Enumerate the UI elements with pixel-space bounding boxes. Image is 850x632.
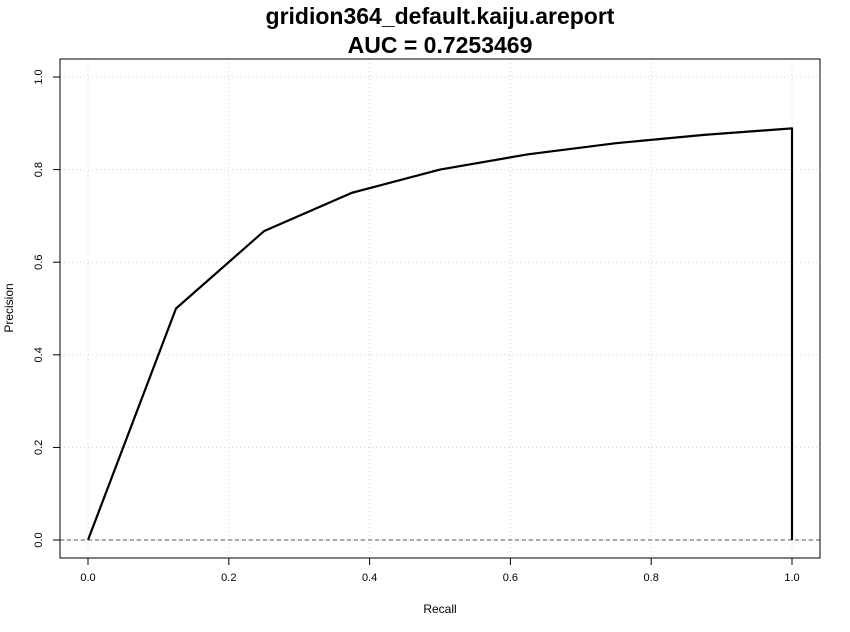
series-group	[86, 127, 794, 541]
x-tick-label: 0.0	[80, 572, 95, 584]
x-tick-label: 0.2	[221, 572, 236, 584]
x-tick-label: 0.4	[362, 572, 377, 584]
x-axis: 0.0 0.2 0.4 0.6 0.8 1.0	[80, 557, 800, 584]
chart-subtitle: AUC = 0.7253469	[348, 32, 533, 58]
series-line	[86, 127, 794, 541]
y-axis: 0.0 0.2 0.4 0.6 0.8 1.0	[33, 69, 61, 548]
x-tick-label: 0.6	[503, 572, 518, 584]
y-tick-label: 0.4	[33, 347, 45, 362]
y-tick-label: 0.8	[33, 162, 45, 177]
y-tick-label: 0.6	[33, 255, 45, 270]
y-axis-label: Precision	[2, 283, 16, 332]
chart-title: gridion364_default.kaiju.areport	[266, 3, 615, 29]
x-axis-label: Recall	[423, 602, 456, 616]
y-tick-label: 0.0	[33, 532, 45, 547]
y-tick-label: 1.0	[33, 69, 45, 84]
x-tick-label: 1.0	[784, 572, 799, 584]
x-tick-label: 0.8	[644, 572, 659, 584]
y-tick-label: 0.2	[33, 440, 45, 455]
